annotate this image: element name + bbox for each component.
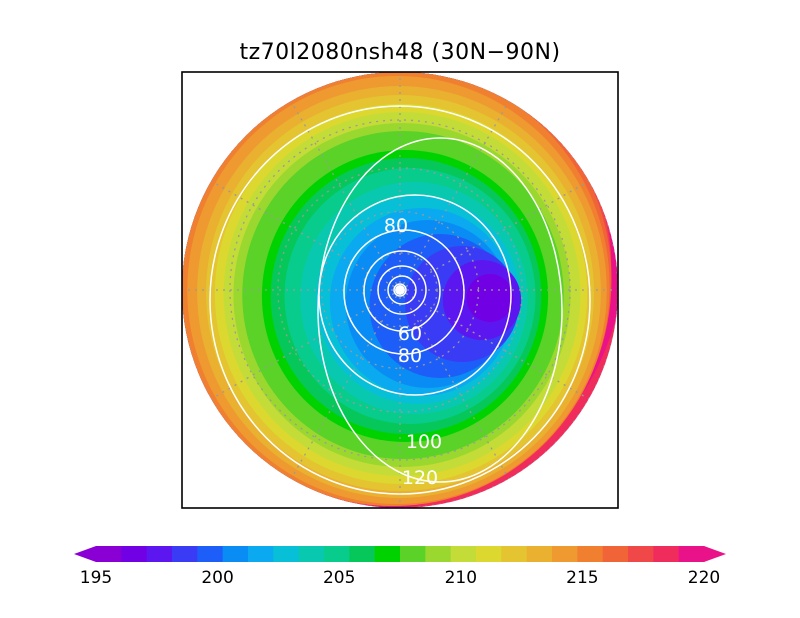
- colorbar-swatch: [197, 546, 224, 562]
- colorbar-tick-label: 200: [201, 568, 234, 588]
- meridian-line: [210, 289, 401, 400]
- colorbar-swatch: [172, 546, 198, 562]
- colorbar-swatch: [121, 546, 148, 562]
- contour-label: 80: [384, 215, 408, 237]
- contour-label: 100: [406, 431, 442, 453]
- meridian-line: [290, 100, 401, 291]
- plot-frame: [181, 71, 619, 509]
- contour-label: 80: [398, 345, 422, 367]
- colorbar-tick-label: 215: [566, 568, 599, 588]
- colorbar-swatch: [400, 546, 426, 562]
- chart-title: tz70l2080nsh48 (30N−90N): [239, 40, 561, 65]
- colorbar-swatch: [324, 546, 350, 562]
- contour-line: [317, 137, 563, 483]
- colorbar-tick-label: 220: [687, 568, 721, 588]
- pole-contour-dot: [395, 285, 405, 295]
- meridian-line: [399, 289, 510, 480]
- colorbar-swatch: [450, 546, 477, 562]
- temperature-field: [182, 72, 618, 508]
- colorbar-swatch: [96, 546, 122, 562]
- meridian-line: [290, 289, 401, 480]
- contour-label: 120: [402, 467, 438, 489]
- meridian-line: [399, 100, 510, 291]
- contour-line: [343, 229, 465, 355]
- colorbar-swatch: [273, 546, 300, 562]
- colorbar-min-arrow: [74, 546, 96, 562]
- colorbar-tick-label: 205: [322, 568, 356, 588]
- colorbar-swatch: [552, 546, 578, 562]
- colorbar-swatch: [374, 546, 401, 562]
- contour-line: [377, 265, 427, 315]
- colorbar-swatch: [298, 546, 325, 562]
- colorbar-swatch: [248, 546, 274, 562]
- latitude-circle: [277, 167, 523, 413]
- latitude-circle: [229, 119, 571, 461]
- meridian-line: [399, 289, 590, 400]
- colorbar-swatch: [628, 546, 654, 562]
- colorbar-max-arrow: [704, 546, 726, 562]
- colorbar-swatch: [425, 546, 452, 562]
- colorbar: [74, 546, 726, 562]
- contour-line: [209, 105, 591, 495]
- meridian-line: [399, 180, 590, 291]
- colorbar-swatch: [146, 546, 173, 562]
- colorbar-tick-label: 210: [444, 568, 478, 588]
- colorbar-swatch: [349, 546, 376, 562]
- colorbar-swatch: [577, 546, 604, 562]
- contour-line: [387, 275, 417, 305]
- contour-line: [363, 250, 441, 332]
- colorbar-swatch: [602, 546, 629, 562]
- field-band: [466, 274, 514, 322]
- colorbar-swatch: [501, 546, 528, 562]
- colorbar-swatch: [678, 546, 705, 562]
- contour-line: [393, 283, 407, 297]
- colorbar-swatch: [222, 546, 249, 562]
- colorbar-swatch: [653, 546, 680, 562]
- colorbar-swatch: [476, 546, 502, 562]
- contour-label: 60: [398, 323, 422, 345]
- colorbar-tick-label: 195: [79, 568, 113, 588]
- colorbar-swatch: [526, 546, 553, 562]
- latitude-circle: [362, 252, 438, 328]
